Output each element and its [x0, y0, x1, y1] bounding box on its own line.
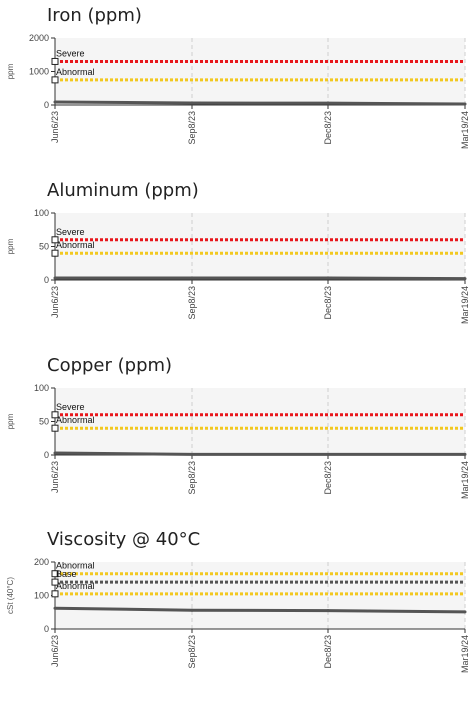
- y-axis-label: ppm: [6, 63, 15, 79]
- iron-chart-panel: Iron (ppm) 0 1000 2000 ppm Jun6/23 Sep8/23 Dec…: [0, 5, 474, 177]
- limit-marker: [51, 411, 59, 419]
- data-point: [326, 452, 330, 456]
- limit-label: Abnormal: [56, 240, 95, 250]
- x-tick-label: Sep8/23: [187, 111, 197, 145]
- x-tick-label: Mar19/24: [460, 286, 470, 324]
- y-tick-label: 0: [44, 624, 49, 634]
- y-tick-label: 0: [44, 100, 49, 110]
- data-point: [463, 452, 467, 456]
- chart-title: Iron (ppm): [47, 5, 142, 26]
- y-tick-label: 2000: [29, 33, 49, 43]
- limit-label: Abnormal: [56, 415, 95, 425]
- iron-chart-svg: 0 1000 2000 ppm Jun6/23 Sep8/23 Dec8/23 Mar19/2…: [6, 33, 470, 149]
- limit-label: Abnormal: [56, 581, 95, 591]
- plot-background: [55, 38, 465, 105]
- y-tick-label: 1000: [29, 67, 49, 77]
- limit-marker: [51, 249, 59, 257]
- x-tick-label: Dec8/23: [323, 461, 333, 495]
- plot-background: [55, 213, 465, 280]
- limit-marker: [51, 590, 59, 598]
- limit-label: Abnormal: [56, 67, 95, 77]
- limit-marker: [51, 57, 59, 65]
- data-point: [190, 101, 194, 105]
- data-point: [326, 276, 330, 280]
- limit-marker: [51, 76, 59, 84]
- copper-chart-panel: Copper (ppm) 0 50 100 ppm Jun6/23 Sep8/23 Dec8…: [0, 355, 474, 527]
- y-tick-label: 0: [44, 275, 49, 285]
- data-point: [190, 452, 194, 456]
- aluminum-chart-panel: Aluminum (ppm) 0 50 100 ppm Jun6/23 Sep8/23 De…: [0, 180, 474, 352]
- x-tick-label: Mar19/24: [460, 111, 470, 149]
- x-tick-label: Dec8/23: [323, 286, 333, 320]
- limit-label: Base: [56, 569, 77, 579]
- limit-label: Abnormal: [56, 561, 95, 571]
- limit-marker: [51, 236, 59, 244]
- series-line: [54, 100, 466, 106]
- plot-background: [55, 562, 465, 629]
- y-axis-label: ppm: [6, 413, 15, 429]
- x-tick-label: Sep8/23: [187, 461, 197, 495]
- y-tick-label: 200: [34, 557, 49, 567]
- viscosity-chart-svg: 0 100 200 cSt (40°C) Jun6/23 Sep8/23 Dec8/23 Ma…: [6, 557, 470, 673]
- plot-background: [55, 388, 465, 455]
- aluminum-chart-svg: 0 50 100 ppm Jun6/23 Sep8/23 Dec8/23 Mar19/24 Se…: [6, 208, 470, 324]
- y-tick-label: 100: [34, 591, 49, 601]
- y-tick-label: 100: [34, 208, 49, 218]
- x-tick-label: Mar19/24: [460, 461, 470, 499]
- x-tick-label: Jun6/23: [50, 461, 60, 493]
- y-tick-label: 50: [39, 242, 49, 252]
- data-point: [53, 606, 57, 610]
- x-tick-label: Sep8/23: [187, 635, 197, 669]
- limit-label: Severe: [56, 402, 85, 412]
- y-axis-label: cSt (40°C): [6, 577, 15, 614]
- chart-title: Aluminum (ppm): [47, 180, 199, 201]
- data-point: [53, 451, 57, 455]
- limit-label: Severe: [56, 48, 85, 58]
- series-line: [54, 451, 465, 456]
- data-point: [53, 276, 57, 280]
- data-point: [326, 101, 330, 105]
- data-point: [326, 609, 330, 613]
- series-line: [54, 606, 466, 614]
- x-tick-label: Dec8/23: [323, 635, 333, 669]
- x-tick-label: Jun6/23: [50, 111, 60, 143]
- y-tick-label: 50: [39, 417, 49, 427]
- copper-chart-svg: 0 50 100 ppm Jun6/23 Sep8/23 Dec8/23 Mar19/24 Se…: [6, 383, 470, 499]
- limit-marker: [51, 424, 59, 432]
- limit-marker: [51, 570, 59, 578]
- y-tick-label: 100: [34, 383, 49, 393]
- x-tick-label: Jun6/23: [50, 286, 60, 318]
- data-point: [190, 276, 194, 280]
- y-axis-label: ppm: [6, 238, 15, 254]
- data-point: [463, 102, 467, 106]
- x-tick-label: Mar19/24: [460, 635, 470, 673]
- data-point: [463, 277, 467, 281]
- limit-label: Severe: [56, 227, 85, 237]
- chart-title: Viscosity @ 40°C: [47, 529, 201, 550]
- x-tick-label: Sep8/23: [187, 286, 197, 320]
- data-point: [190, 608, 194, 612]
- x-tick-label: Jun6/23: [50, 635, 60, 667]
- y-tick-label: 0: [44, 450, 49, 460]
- data-point: [53, 100, 57, 104]
- chart-title: Copper (ppm): [47, 355, 173, 376]
- viscosity-chart-panel: Viscosity @ 40°C 0 100 200 cSt (40°C) Jun6/2…: [0, 529, 474, 701]
- series-line: [55, 276, 466, 281]
- data-point: [463, 610, 467, 614]
- x-tick-label: Dec8/23: [323, 111, 333, 145]
- limit-marker: [51, 578, 59, 586]
